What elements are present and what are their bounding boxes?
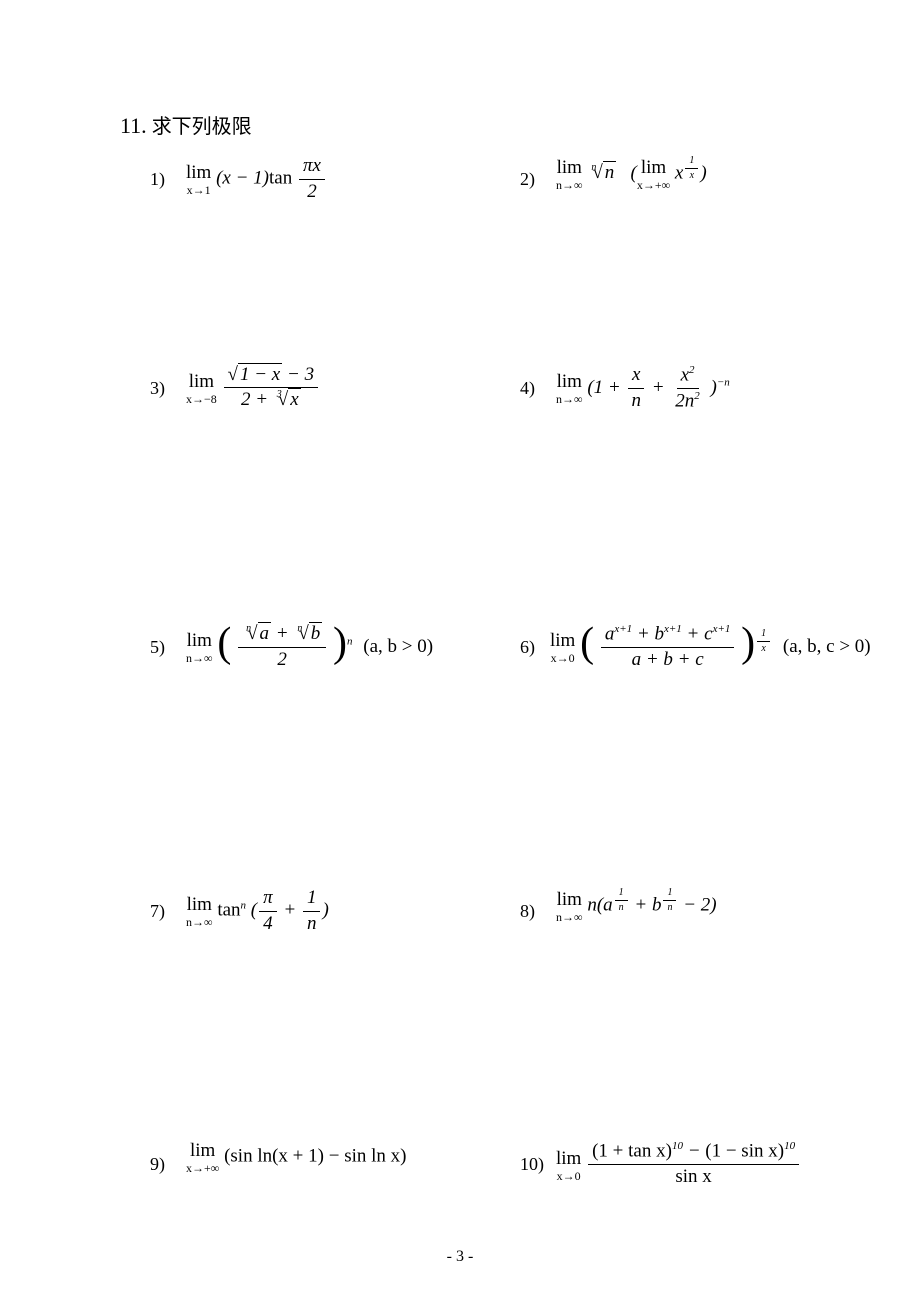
row-2: 3) limx→−8 √1 − x − 3 2 + 3√x 4) limn→∞ … <box>120 364 890 413</box>
label-3: 3) <box>150 364 178 399</box>
row-3: 5) limn→∞ ( n√a + n√b 2 )n (a, b > 0) 6) <box>120 623 890 672</box>
problem-heading: 11. 求下列极限 <box>120 110 860 139</box>
heading-text: 求下列极限 <box>152 116 252 138</box>
label-10: 10) <box>520 1140 548 1175</box>
problem-5: 5) limn→∞ ( n√a + n√b 2 )n (a, b > 0) <box>150 623 520 672</box>
problem-2: 2) limn→∞ n√n (limx→+∞ x1x) <box>520 155 890 204</box>
label-5: 5) <box>150 623 178 658</box>
page-number: - 3 - <box>0 1248 920 1266</box>
label-7: 7) <box>150 887 178 922</box>
label-9: 9) <box>150 1140 178 1175</box>
row-1: 1) limx→1 (x − 1)tan πx2 2) limn→∞ n√n (… <box>120 155 890 204</box>
label-1: 1) <box>150 155 178 190</box>
problem-1: 1) limx→1 (x − 1)tan πx2 <box>150 155 520 204</box>
problem-10: 10) limx→0 (1 + tan x)10 − (1 − sin x)10… <box>520 1140 890 1189</box>
problem-9: 9) limx→+∞ (sin ln(x + 1) − sin ln x) <box>150 1140 520 1189</box>
problem-7: 7) limn→∞ tann (π4 + 1n) <box>150 887 520 936</box>
expr-8: limn→∞ n(a1n + b1n − 2) <box>556 887 717 923</box>
row-5: 9) limx→+∞ (sin ln(x + 1) − sin ln x) 10… <box>120 1140 890 1189</box>
label-6: 6) <box>520 623 542 658</box>
problem-8: 8) limn→∞ n(a1n + b1n − 2) <box>520 887 890 936</box>
expr-10: limx→0 (1 + tan x)10 − (1 − sin x)10 sin… <box>556 1140 801 1189</box>
row-4: 7) limn→∞ tann (π4 + 1n) 8) limn→∞ n(a1n… <box>120 887 890 936</box>
expr-6: limx→0 ( ax+1 + bx+1 + cx+1 a + b + c )1… <box>550 623 871 672</box>
expr-1: limx→1 (x − 1)tan πx2 <box>186 155 327 204</box>
expr-2: limn→∞ n√n (limx→+∞ x1x) <box>556 155 707 191</box>
problem-3: 3) limx→−8 √1 − x − 3 2 + 3√x <box>150 364 520 413</box>
page: 11. 求下列极限 1) limx→1 (x − 1)tan πx2 2) li… <box>0 0 920 1302</box>
expr-9: limx→+∞ (sin ln(x + 1) − sin ln x) <box>186 1140 406 1174</box>
heading-number: 11. <box>120 113 147 138</box>
expr-4: limn→∞ (1 + xn + x22n2 )−n <box>556 364 730 413</box>
expr-7: limn→∞ tann (π4 + 1n) <box>186 887 329 936</box>
problem-6: 6) limx→0 ( ax+1 + bx+1 + cx+1 a + b + c… <box>520 623 890 672</box>
problem-4: 4) limn→∞ (1 + xn + x22n2 )−n <box>520 364 890 413</box>
label-8: 8) <box>520 887 548 922</box>
expr-3: limx→−8 √1 − x − 3 2 + 3√x <box>186 364 320 413</box>
label-4: 4) <box>520 364 548 399</box>
label-2: 2) <box>520 155 548 190</box>
expr-5: limn→∞ ( n√a + n√b 2 )n (a, b > 0) <box>186 623 433 672</box>
